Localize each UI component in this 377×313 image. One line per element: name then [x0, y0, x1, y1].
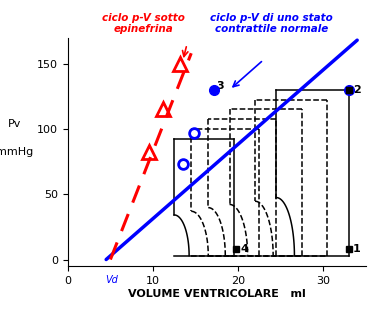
Text: 4: 4: [241, 244, 248, 254]
Text: ciclo p-V sotto
epinefrina: ciclo p-V sotto epinefrina: [102, 13, 185, 34]
X-axis label: VOLUME VENTRICOLARE   ml: VOLUME VENTRICOLARE ml: [128, 289, 306, 299]
Text: mmHg: mmHg: [0, 147, 33, 157]
Text: Vd: Vd: [106, 275, 118, 285]
Text: 2: 2: [353, 85, 361, 95]
Text: Pv: Pv: [8, 119, 21, 129]
Text: 3: 3: [217, 81, 224, 91]
Text: 1: 1: [353, 244, 361, 254]
Text: ciclo p-V di uno stato
contrattile normale: ciclo p-V di uno stato contrattile norma…: [210, 13, 333, 34]
